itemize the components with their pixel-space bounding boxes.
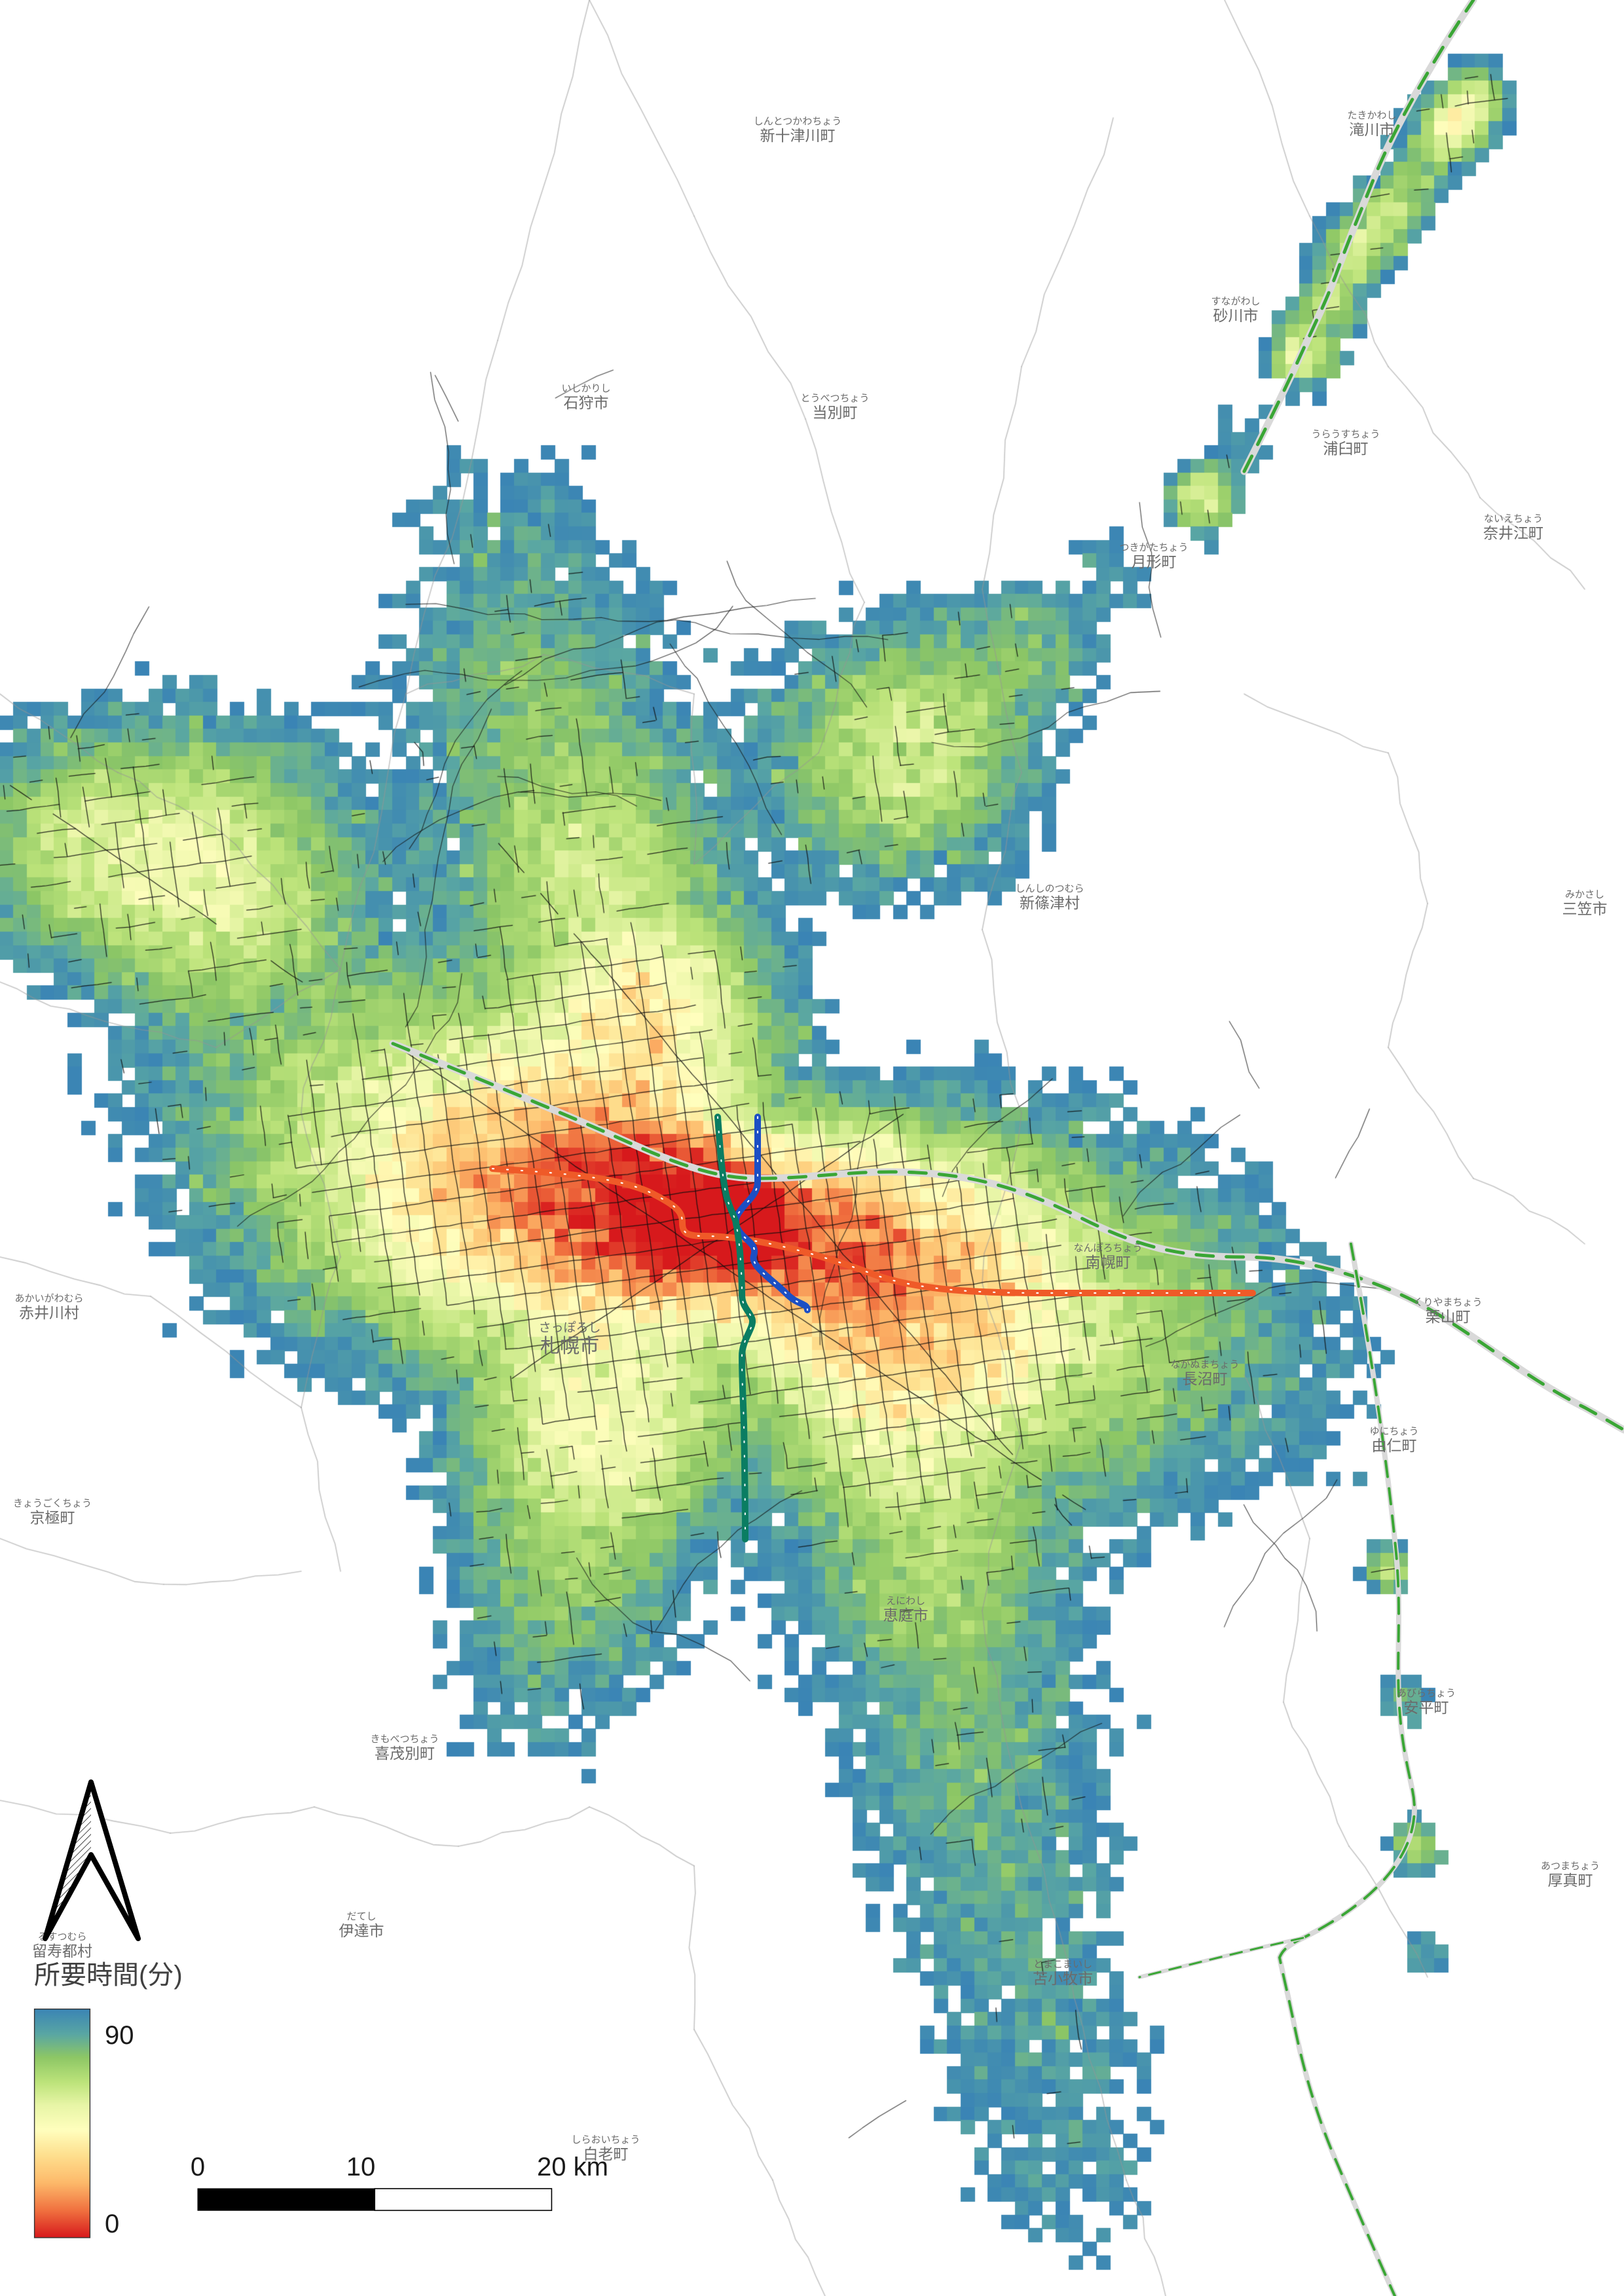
svg-text:0: 0 (105, 2210, 119, 2238)
svg-text:90: 90 (105, 2021, 134, 2050)
svg-text:20 km: 20 km (537, 2153, 608, 2181)
svg-text:所要時間(分): 所要時間(分) (34, 1961, 183, 1990)
svg-text:0: 0 (191, 2153, 205, 2181)
svg-text:10: 10 (346, 2153, 376, 2181)
